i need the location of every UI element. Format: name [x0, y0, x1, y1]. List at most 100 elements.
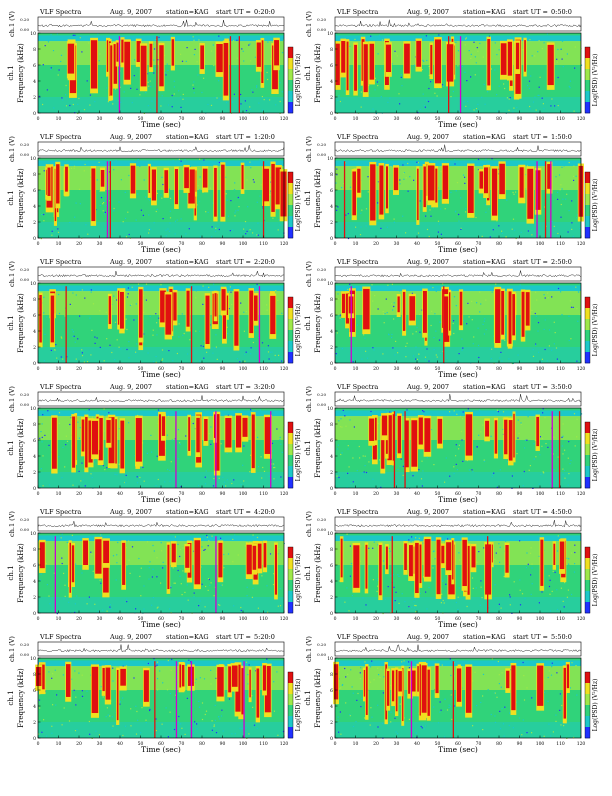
noise-speckle	[527, 84, 529, 87]
noise-speckle	[73, 167, 75, 169]
noise-speckle	[90, 289, 92, 291]
emission-burst	[479, 171, 484, 189]
x-tick-label: 60	[455, 741, 461, 747]
trace-tick-label: 0.00	[317, 652, 326, 657]
noise-speckle	[568, 563, 570, 565]
noise-speckle	[160, 542, 162, 544]
emission-burst	[72, 416, 76, 468]
bright-column	[550, 161, 552, 238]
y-tick-label: 0	[33, 236, 36, 242]
noise-speckle	[64, 413, 66, 415]
emission-burst	[415, 542, 419, 594]
noise-speckle	[519, 284, 521, 286]
noise-speckle	[557, 232, 559, 235]
noise-speckle	[223, 481, 226, 483]
noise-speckle	[405, 356, 407, 358]
noise-speckle	[405, 177, 407, 179]
colorbar-label: Log(PSD) (V²/Hz)	[295, 554, 302, 607]
emission-burst	[91, 666, 99, 714]
noise-speckle	[347, 213, 349, 215]
trace-tick-label: 0.00	[317, 402, 326, 407]
noise-speckle	[87, 233, 89, 235]
x-tick-label: 50	[138, 116, 144, 122]
noise-speckle	[58, 535, 61, 537]
noise-speckle	[75, 202, 77, 204]
colorbar-segment	[585, 47, 590, 59]
noise-speckle	[577, 112, 579, 114]
noise-speckle	[91, 416, 93, 418]
noise-speckle	[362, 668, 364, 670]
noise-speckle	[444, 208, 446, 210]
noise-speckle	[157, 409, 160, 411]
noise-speckle	[112, 103, 114, 105]
noise-speckle	[389, 411, 391, 413]
noise-speckle	[251, 89, 253, 91]
emission-burst	[381, 415, 388, 436]
emission-burst	[507, 41, 512, 76]
noise-speckle	[261, 575, 263, 577]
colorbar-segment	[585, 216, 590, 228]
colorbar-segment	[288, 716, 293, 728]
noise-speckle	[277, 734, 279, 736]
colorbar-segment	[585, 672, 590, 684]
emission-burst	[434, 39, 441, 84]
emission-burst	[392, 414, 394, 461]
noise-speckle	[523, 675, 525, 677]
emission-burst	[424, 418, 431, 452]
noise-speckle	[111, 727, 113, 730]
noise-speckle	[174, 438, 176, 440]
noise-speckle	[116, 562, 118, 564]
y-tick-label: 0	[33, 611, 36, 617]
noise-speckle	[155, 210, 157, 213]
x-tick-label: 30	[394, 491, 400, 497]
noise-speckle	[359, 234, 362, 236]
noise-speckle	[345, 214, 347, 216]
noise-speckle	[559, 189, 561, 191]
emission-burst	[393, 167, 399, 191]
x-tick-label: 100	[536, 241, 545, 247]
emission-burst	[535, 170, 541, 210]
emission-burst	[136, 41, 141, 63]
noise-speckle	[426, 228, 429, 231]
noise-speckle	[491, 291, 493, 293]
noise-speckle	[441, 593, 443, 595]
noise-speckle	[203, 340, 205, 342]
x-tick-label: 60	[455, 491, 461, 497]
noise-speckle	[457, 596, 459, 598]
noise-speckle	[240, 484, 242, 486]
noise-speckle	[143, 112, 145, 114]
noise-speckle	[195, 330, 197, 332]
noise-speckle	[432, 567, 434, 569]
noise-speckle	[373, 679, 375, 681]
spectrogram-panel: VLF Spectra Aug. 9, 2007 station=KAG start …	[304, 633, 599, 754]
noise-speckle	[226, 452, 228, 454]
noise-speckle	[570, 37, 572, 39]
noise-speckle	[418, 469, 420, 471]
noise-speckle	[99, 310, 101, 312]
noise-speckle	[174, 582, 176, 584]
noise-speckle	[491, 158, 493, 160]
colorbar-segment	[288, 477, 293, 489]
noise-speckle	[570, 459, 572, 462]
noise-speckle	[178, 323, 180, 325]
noise-speckle	[499, 469, 501, 471]
panel-start-ut: 0:50:0	[551, 8, 572, 16]
noise-speckle	[209, 584, 211, 586]
y-tick-label: 0	[33, 736, 36, 742]
noise-speckle	[202, 191, 204, 193]
noise-speckle	[377, 53, 379, 55]
noise-speckle	[453, 472, 455, 475]
noise-speckle	[83, 468, 85, 471]
x-tick-label: 50	[138, 741, 144, 747]
panel-start-ut: 3:50:0	[551, 383, 572, 391]
noise-speckle	[574, 551, 576, 554]
noise-speckle	[271, 442, 273, 444]
x-tick-label: 0	[334, 366, 337, 372]
noise-speckle	[491, 348, 493, 350]
ch1-trace-line	[334, 644, 582, 653]
emission-burst	[385, 546, 388, 570]
noise-speckle	[483, 459, 485, 461]
noise-speckle	[261, 96, 263, 98]
noise-speckle	[336, 448, 339, 450]
y-tick-label: 8	[330, 172, 333, 178]
